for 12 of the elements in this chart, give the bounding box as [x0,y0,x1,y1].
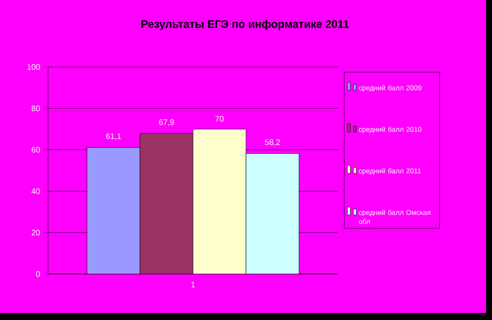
y-tick-label: 40 [31,188,40,194]
x-tick-label: 1 [191,282,195,288]
y-tick-label: 80 [32,106,40,112]
data-label: 70 [215,116,224,122]
data-label: 61,1 [106,133,121,140]
data-label: 58,2 [265,139,280,146]
data-label: 67,9 [159,119,174,126]
y-tick-label: 20 [32,230,40,236]
y-tick-label: 100 [27,64,40,70]
y-tick-label: 60 [32,146,40,153]
y-tick-label: 0 [36,271,40,277]
chart-title: Результаты ЕГЭ по информатике 2011 [142,20,349,30]
